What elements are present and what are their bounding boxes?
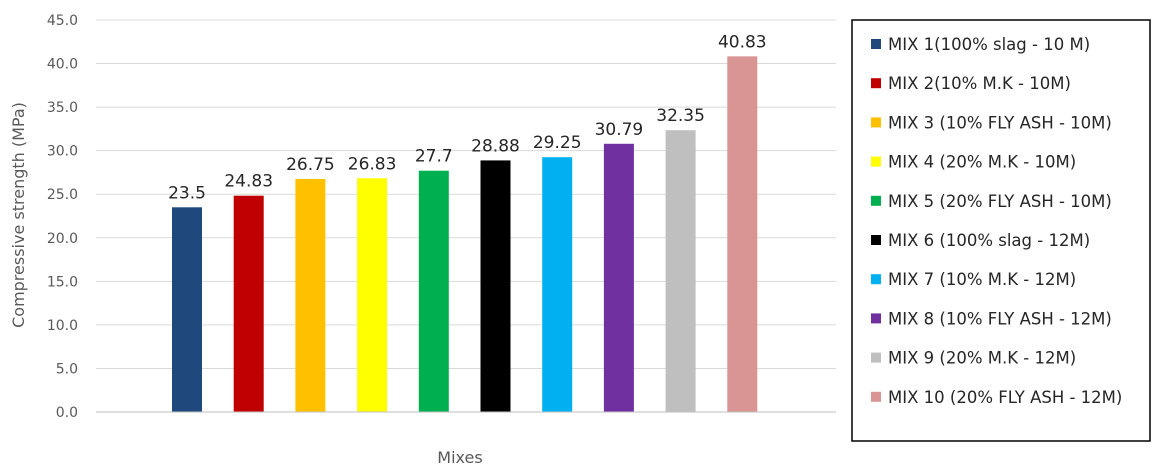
legend-label: MIX 4 (20% M.K - 10M) xyxy=(888,153,1076,172)
data-label: 26.83 xyxy=(348,154,397,174)
bar xyxy=(233,195,264,412)
bar xyxy=(542,157,573,412)
legend-label: MIX 2(10% M.K - 10M) xyxy=(888,74,1071,93)
legend-label: MIX 8 (10% FLY ASH - 12M) xyxy=(888,309,1112,328)
legend-frame xyxy=(851,19,1151,442)
bar xyxy=(480,160,511,412)
data-label: 26.75 xyxy=(286,155,335,175)
legend-swatch xyxy=(871,117,881,128)
y-tick-label: 0.0 xyxy=(56,405,78,421)
data-label: 32.35 xyxy=(656,106,705,126)
legend-swatch xyxy=(871,235,881,245)
legend-label: MIX 7 (10% M.K - 12M) xyxy=(888,270,1076,289)
legend-swatch xyxy=(871,156,881,167)
bar xyxy=(357,178,388,412)
y-tick-label: 25.0 xyxy=(47,187,78,203)
y-tick-label: 20.0 xyxy=(47,231,78,247)
y-tick-label: 35.0 xyxy=(47,100,78,116)
bar xyxy=(727,56,758,413)
legend-swatch xyxy=(871,313,881,324)
gridlines xyxy=(96,19,836,369)
bars xyxy=(172,56,758,413)
y-tick-label: 10.0 xyxy=(47,318,78,334)
y-axis-ticks: 0.0 5.0 10.0 15.0 20.0 25.0 30.0 35.0 40.0 45.0 xyxy=(47,13,78,421)
legend-swatch xyxy=(871,195,881,206)
data-label: 23.5 xyxy=(168,183,206,203)
x-axis-title: Mixes xyxy=(437,448,482,467)
y-tick-label: 5.0 xyxy=(56,361,78,377)
legend-swatch xyxy=(871,391,881,402)
legend-label: MIX 10 (20% FLY ASH - 12M) xyxy=(888,388,1122,407)
legend-label: MIX 3 (10% FLY ASH - 10M) xyxy=(888,113,1112,132)
bar xyxy=(295,178,326,412)
data-label: 30.79 xyxy=(595,120,644,140)
data-label: 24.83 xyxy=(224,172,273,192)
data-label: 28.88 xyxy=(471,136,520,156)
legend-label: MIX 1(100% slag - 10 M) xyxy=(888,35,1090,54)
bar xyxy=(665,130,696,412)
y-axis-title: Compressive strength (MPa) xyxy=(9,102,28,328)
legend-swatch xyxy=(871,274,881,285)
legend-label: MIX 9 (20% M.K - 12M) xyxy=(888,349,1076,368)
legend-label: MIX 6 (100% slag - 12M) xyxy=(888,231,1090,250)
bar xyxy=(603,143,634,412)
data-label: 29.25 xyxy=(533,133,582,153)
bar xyxy=(418,170,449,412)
legend-swatch xyxy=(871,39,881,49)
data-label: 27.7 xyxy=(415,147,453,167)
legend-label: MIX 5 (20% FLY ASH - 10M) xyxy=(888,192,1112,211)
y-tick-label: 45.0 xyxy=(47,13,78,29)
legend: MIX 1(100% slag - 10 M) MIX 2(10% M.K - 1… xyxy=(851,19,1151,442)
bar xyxy=(172,207,202,412)
y-tick-label: 40.0 xyxy=(47,57,78,73)
legend-items: MIX 1(100% slag - 10 M) MIX 2(10% M.K - 1… xyxy=(871,35,1122,407)
y-tick-label: 30.0 xyxy=(47,144,78,160)
data-labels: 23.5 24.83 26.75 26.83 27.7 28.88 29.25 30.79 32… xyxy=(168,32,767,203)
legend-swatch xyxy=(871,352,881,363)
y-tick-label: 15.0 xyxy=(47,274,78,290)
legend-swatch xyxy=(871,78,881,89)
data-label: 40.83 xyxy=(718,32,767,52)
